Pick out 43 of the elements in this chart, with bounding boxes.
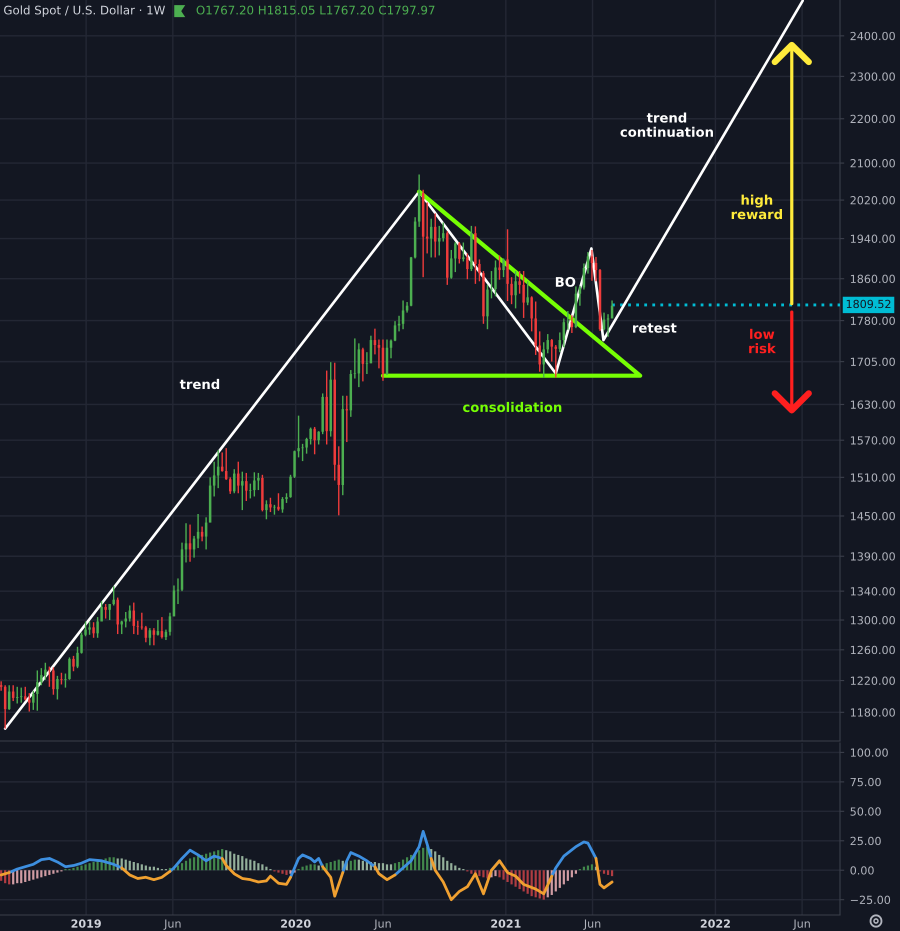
y-tick-label: 1940.00 bbox=[850, 234, 895, 243]
y-tick-label: 1630.00 bbox=[850, 400, 895, 409]
y-tick-label: 1260.00 bbox=[850, 646, 895, 654]
x-tick-label: 2020 bbox=[281, 919, 311, 928]
annotation: trend bbox=[180, 378, 220, 390]
x-tick-label: Jun bbox=[164, 920, 181, 930]
y-tick-label: 75.00 bbox=[850, 778, 881, 786]
y-tick-label: 1780.00 bbox=[850, 316, 895, 325]
y-tick-label: 2200.00 bbox=[850, 114, 895, 124]
y-tick-label: 1705.00 bbox=[850, 358, 895, 366]
y-tick-label: −25.00 bbox=[850, 896, 890, 904]
chart-subtitle: O1767.20 H1815.05 L1767.20 C1797.97 bbox=[196, 6, 434, 15]
annotation: BO bbox=[556, 276, 576, 287]
x-tick-label: Jun bbox=[583, 920, 600, 930]
y-tick-label: 50.00 bbox=[850, 807, 881, 816]
x-tick-label: 2022 bbox=[700, 919, 730, 928]
annotation: consolidation bbox=[463, 402, 562, 412]
y-tick-label: 1510.00 bbox=[850, 473, 895, 482]
y-tick-label: 2300.00 bbox=[850, 72, 895, 81]
y-tick-label: 0.00 bbox=[850, 866, 874, 875]
y-tick-label: 1450.00 bbox=[850, 512, 895, 520]
annotation: low risk bbox=[749, 328, 776, 354]
y-tick-label: 2100.00 bbox=[850, 159, 895, 168]
ref-line-label: 1809.52 bbox=[846, 300, 890, 308]
y-tick-label: 2020.00 bbox=[850, 196, 895, 204]
x-tick-label: 2019 bbox=[72, 919, 101, 928]
y-tick-label: 1340.00 bbox=[850, 587, 895, 596]
y-tick-label: 1220.00 bbox=[850, 676, 895, 685]
y-tick-label: 2400.00 bbox=[850, 32, 895, 40]
y-tick-label: 1180.00 bbox=[850, 708, 895, 717]
y-tick-label: 1300.00 bbox=[850, 616, 895, 624]
annotation: high reward bbox=[732, 194, 782, 220]
x-tick-label: Jun bbox=[374, 920, 391, 930]
y-tick-label: 1570.00 bbox=[850, 436, 895, 445]
chart-title: Gold Spot / U.S. Dollar · 1W bbox=[4, 5, 165, 17]
y-tick-label: 1390.00 bbox=[850, 552, 895, 561]
y-tick-label: 25.00 bbox=[850, 836, 881, 846]
annotation: retest bbox=[633, 323, 676, 333]
x-tick-label: 2021 bbox=[491, 919, 521, 928]
y-tick-label: 100.00 bbox=[850, 748, 888, 757]
annotation: trend continuation bbox=[620, 112, 713, 137]
y-tick-label: 1860.00 bbox=[850, 274, 895, 284]
x-tick-label: Jun bbox=[792, 920, 810, 930]
